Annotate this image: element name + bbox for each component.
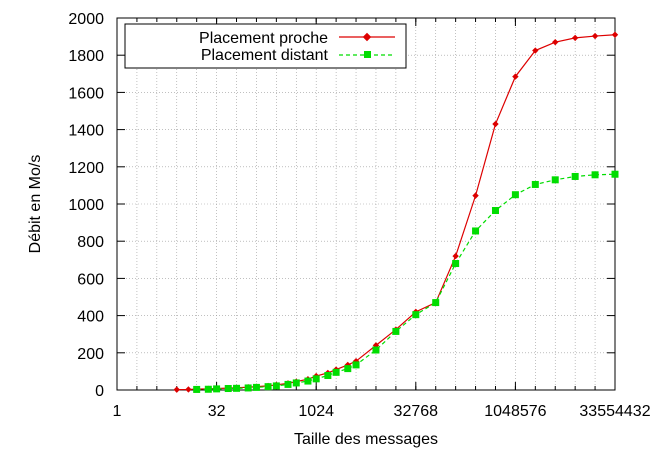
- data-point: [591, 171, 599, 179]
- data-point: [452, 260, 460, 268]
- x-tick-label: 1024: [298, 403, 334, 420]
- data-point: [213, 385, 221, 393]
- data-point: [432, 299, 440, 307]
- legend-marker-series-1: [362, 32, 372, 42]
- data-point: [272, 382, 280, 390]
- data-point: [472, 192, 479, 199]
- y-tick-label: 400: [77, 309, 104, 326]
- y-tick-label: 1400: [68, 123, 104, 140]
- series-1: [173, 31, 619, 393]
- data-point: [292, 379, 300, 387]
- data-point: [352, 361, 360, 369]
- y-tick-label: 200: [77, 346, 104, 363]
- x-tick-label: 1: [113, 403, 122, 420]
- x-tick-label: 32768: [394, 403, 439, 420]
- data-point: [324, 371, 332, 379]
- y-tick-label: 1000: [68, 197, 104, 214]
- data-point: [244, 384, 252, 392]
- x-tick-label: 32: [208, 403, 226, 420]
- data-point: [611, 31, 619, 38]
- axis-ticks: 1 32 1024 32768 1048576 33554432 0 200 400 600 800…: [68, 11, 650, 420]
- data-point: [491, 207, 499, 215]
- grid: [117, 18, 615, 390]
- legend-box: [124, 23, 407, 69]
- data-point: [532, 47, 539, 54]
- data-point: [252, 383, 260, 391]
- series-line: [196, 173, 616, 391]
- data-point: [204, 385, 212, 393]
- data-point: [312, 375, 320, 383]
- x-tick-label: 33554432: [579, 403, 650, 420]
- y-tick-label: 2000: [68, 11, 104, 28]
- series-2: [193, 170, 619, 393]
- legend-label-series-1: Placement proche: [199, 30, 328, 47]
- y-axis-label: Débit en Mo/s: [27, 155, 44, 254]
- data-point: [571, 172, 579, 180]
- legend-label-series-2: Placement distant: [201, 47, 329, 64]
- data-point: [233, 384, 241, 392]
- data-point: [344, 365, 352, 373]
- x-tick-label: 1048576: [484, 403, 546, 420]
- data-point: [304, 377, 312, 385]
- data-point: [372, 346, 380, 354]
- y-tick-label: 0: [95, 383, 104, 400]
- data-point: [185, 386, 192, 393]
- series-group: [173, 31, 619, 393]
- y-tick-label: 800: [77, 234, 104, 251]
- data-point: [332, 368, 340, 376]
- y-tick-label: 1800: [68, 48, 104, 65]
- data-point: [531, 180, 539, 188]
- data-point: [224, 385, 232, 393]
- data-point: [591, 32, 599, 40]
- data-point: [472, 227, 480, 235]
- data-point: [552, 38, 559, 46]
- data-point: [512, 73, 519, 80]
- data-point: [284, 380, 292, 388]
- data-point: [551, 176, 559, 184]
- y-tick-label: 1200: [68, 160, 104, 177]
- data-point: [173, 386, 180, 393]
- data-point: [511, 191, 519, 199]
- data-point: [412, 311, 420, 319]
- x-axis-label: Taille des messages: [294, 431, 438, 448]
- data-point: [452, 252, 459, 260]
- data-point: [492, 120, 499, 128]
- data-point: [571, 34, 579, 42]
- data-point: [264, 383, 272, 391]
- data-point: [193, 385, 201, 393]
- data-point: [392, 327, 400, 335]
- y-tick-label: 600: [77, 271, 104, 288]
- data-point: [611, 170, 619, 178]
- legend-marker-series-2: [364, 51, 371, 58]
- legend: Placement proche Placement distant: [124, 23, 407, 69]
- y-tick-label: 1600: [68, 85, 104, 102]
